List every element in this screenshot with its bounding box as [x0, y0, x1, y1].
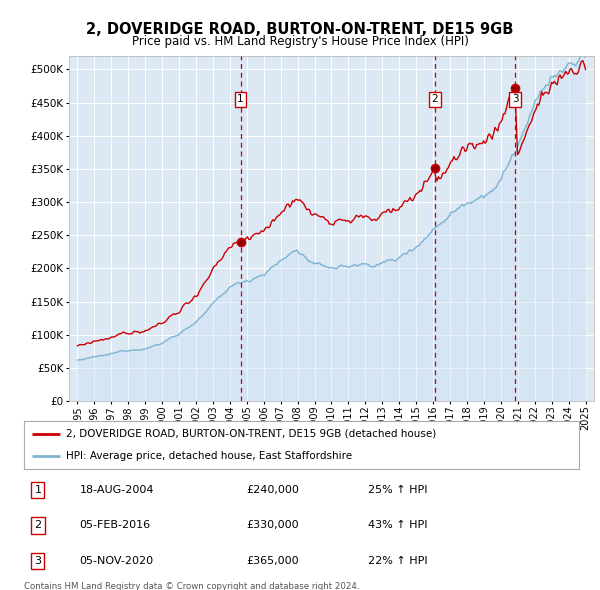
Text: HPI: Average price, detached house, East Staffordshire: HPI: Average price, detached house, East… [65, 451, 352, 461]
Text: 43% ↑ HPI: 43% ↑ HPI [368, 520, 428, 530]
Text: £330,000: £330,000 [246, 520, 299, 530]
Text: £365,000: £365,000 [246, 556, 299, 566]
Text: 05-FEB-2016: 05-FEB-2016 [79, 520, 151, 530]
Text: 2, DOVERIDGE ROAD, BURTON-ON-TRENT, DE15 9GB: 2, DOVERIDGE ROAD, BURTON-ON-TRENT, DE15… [86, 22, 514, 37]
Text: 1: 1 [34, 485, 41, 495]
Text: 25% ↑ HPI: 25% ↑ HPI [368, 485, 428, 495]
Text: 3: 3 [34, 556, 41, 566]
Text: 1: 1 [237, 94, 244, 104]
Text: £240,000: £240,000 [246, 485, 299, 495]
Text: 2: 2 [34, 520, 41, 530]
Text: 2, DOVERIDGE ROAD, BURTON-ON-TRENT, DE15 9GB (detached house): 2, DOVERIDGE ROAD, BURTON-ON-TRENT, DE15… [65, 429, 436, 439]
Text: 3: 3 [512, 94, 518, 104]
Text: 2: 2 [431, 94, 438, 104]
Text: 22% ↑ HPI: 22% ↑ HPI [368, 556, 428, 566]
Text: Contains HM Land Registry data © Crown copyright and database right 2024.: Contains HM Land Registry data © Crown c… [24, 582, 359, 590]
Text: 18-AUG-2004: 18-AUG-2004 [79, 485, 154, 495]
Text: Price paid vs. HM Land Registry's House Price Index (HPI): Price paid vs. HM Land Registry's House … [131, 35, 469, 48]
Text: 05-NOV-2020: 05-NOV-2020 [79, 556, 154, 566]
